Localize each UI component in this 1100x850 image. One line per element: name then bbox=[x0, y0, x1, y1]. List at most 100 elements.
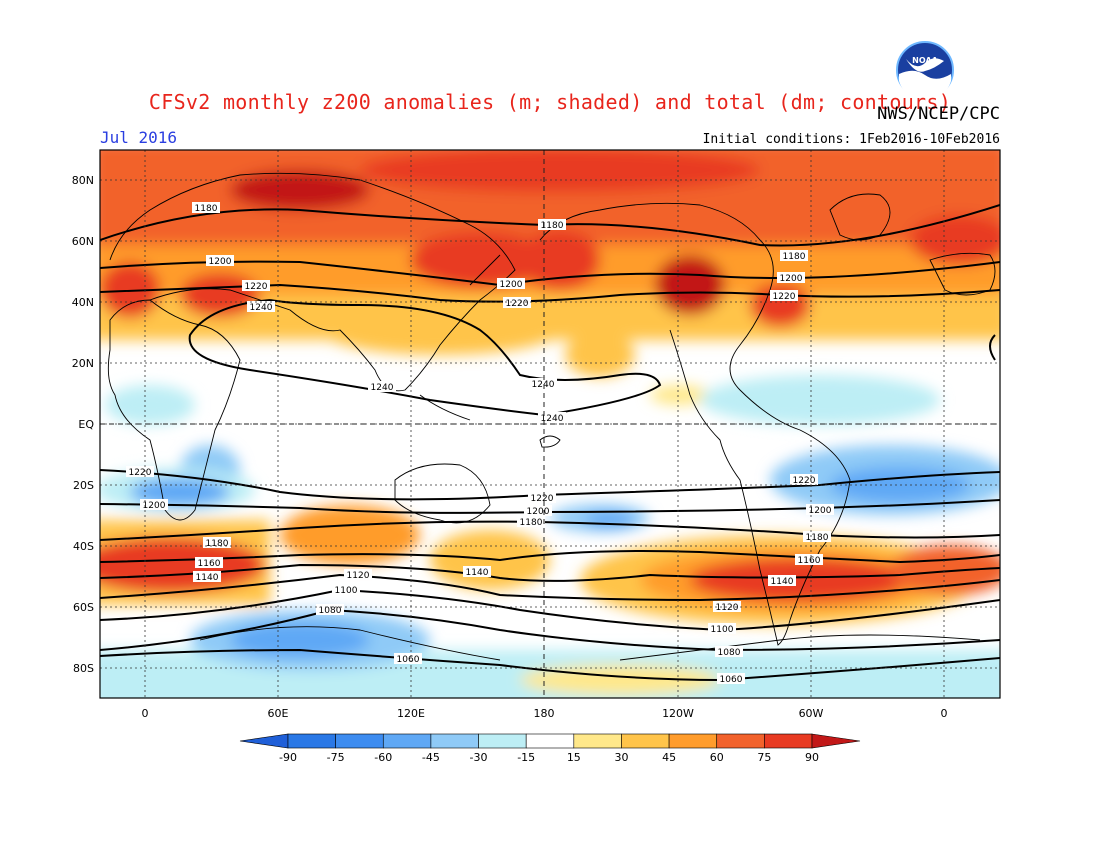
svg-text:1060: 1060 bbox=[720, 675, 743, 685]
chart-title: CFSv2 monthly z200 anomalies (m; shaded)… bbox=[148, 90, 952, 114]
contour-label: 1240 bbox=[368, 381, 396, 393]
svg-text:1180: 1180 bbox=[195, 204, 218, 214]
svg-text:1140: 1140 bbox=[196, 573, 219, 583]
contour-label: 1180 bbox=[538, 219, 566, 231]
colorbar-tick: 60 bbox=[710, 751, 724, 764]
initial-conditions-label: Initial conditions: 1Feb2016-10Feb2016 bbox=[702, 132, 1000, 147]
lat-tick: 60N bbox=[72, 235, 94, 248]
lon-tick: 0 bbox=[142, 707, 149, 720]
svg-text:1220: 1220 bbox=[245, 282, 268, 292]
contour-label: 1160 bbox=[195, 557, 223, 569]
credit-label: NWS/NCEP/CPC bbox=[877, 104, 1000, 124]
colorbar-swatch bbox=[668, 733, 718, 749]
contour-label: 1100 bbox=[332, 584, 360, 596]
svg-text:1200: 1200 bbox=[209, 257, 232, 267]
colorbar-swatch bbox=[525, 733, 575, 749]
contour-label: 1140 bbox=[193, 571, 221, 583]
svg-text:1140: 1140 bbox=[466, 568, 489, 578]
colorbar-arrow-high bbox=[811, 733, 861, 749]
contour-label: 1180 bbox=[203, 537, 231, 549]
svg-text:1180: 1180 bbox=[806, 533, 829, 543]
svg-text:1200: 1200 bbox=[527, 507, 550, 517]
lon-tick: 0 bbox=[941, 707, 948, 720]
contour-label: 1220 bbox=[770, 290, 798, 302]
month-label: Jul 2016 bbox=[100, 128, 178, 147]
svg-text:1180: 1180 bbox=[541, 221, 564, 231]
svg-text:1200: 1200 bbox=[143, 501, 166, 511]
noaa-logo: NOAA bbox=[896, 41, 954, 101]
contour-label: 1180 bbox=[192, 202, 220, 214]
colorbar-tick: 90 bbox=[805, 751, 819, 764]
contour-label: 1180 bbox=[517, 516, 545, 528]
contour-label: 1220 bbox=[503, 297, 531, 309]
svg-text:1220: 1220 bbox=[129, 468, 152, 478]
contour-label: 1080 bbox=[316, 604, 344, 616]
svg-text:1220: 1220 bbox=[531, 494, 554, 504]
colorbar-swatch bbox=[573, 733, 622, 749]
colorbar-swatch bbox=[335, 733, 384, 749]
contour-label: 1120 bbox=[344, 569, 372, 581]
lon-labels: 0 60E 120E 180 120W 60W 0 bbox=[142, 707, 948, 720]
colorbar-swatch bbox=[478, 733, 527, 749]
colorbar-swatch bbox=[382, 733, 432, 749]
svg-text:1200: 1200 bbox=[780, 274, 803, 284]
colorbar-tick: -60 bbox=[374, 751, 392, 764]
svg-text:1200: 1200 bbox=[500, 280, 523, 290]
contour-label: 1220 bbox=[126, 466, 154, 478]
coastlines bbox=[107, 172, 996, 661]
contour-label: 1080 bbox=[715, 646, 743, 658]
svg-text:1160: 1160 bbox=[798, 556, 821, 566]
svg-text:1160: 1160 bbox=[198, 559, 221, 569]
svg-text:1080: 1080 bbox=[718, 648, 741, 658]
lat-labels: 80N 60N 40N 20N EQ 20S 40S 60S 80S bbox=[72, 174, 95, 675]
contour-label: 1160 bbox=[795, 554, 823, 566]
colorbar: -90 -75 -60 -45 -30 -15 15 30 45 60 75 90 bbox=[239, 733, 861, 764]
svg-text:1220: 1220 bbox=[506, 299, 529, 309]
lon-tick: 120W bbox=[662, 707, 694, 720]
contour-label: 1220 bbox=[528, 492, 556, 504]
contour-label: 1200 bbox=[777, 272, 805, 284]
lat-tick: EQ bbox=[78, 418, 94, 431]
contour-label: 1200 bbox=[206, 255, 234, 267]
lon-tick: 60W bbox=[799, 707, 824, 720]
lat-tick: 80N bbox=[72, 174, 94, 187]
contour-label: 1240 bbox=[538, 412, 566, 424]
lat-tick: 60S bbox=[73, 601, 94, 614]
colorbar-swatch bbox=[430, 733, 479, 749]
svg-text:1240: 1240 bbox=[250, 303, 273, 313]
svg-text:1140: 1140 bbox=[771, 577, 794, 587]
lat-tick: 40S bbox=[73, 540, 94, 553]
svg-text:1100: 1100 bbox=[711, 625, 734, 635]
colorbar-tick: -45 bbox=[422, 751, 440, 764]
colorbar-arrow-low bbox=[239, 733, 289, 749]
contour-label: 1200 bbox=[497, 278, 525, 290]
svg-text:1240: 1240 bbox=[532, 380, 555, 390]
lat-tick: 40N bbox=[72, 296, 94, 309]
contour-label: 1100 bbox=[708, 623, 736, 635]
svg-text:1180: 1180 bbox=[520, 518, 543, 528]
svg-text:1180: 1180 bbox=[206, 539, 229, 549]
contour-label: 1120 bbox=[713, 601, 741, 613]
lat-tick: 20S bbox=[73, 479, 94, 492]
contour-label: 1220 bbox=[790, 474, 818, 486]
lon-tick: 180 bbox=[534, 707, 555, 720]
contour-label: 1240 bbox=[529, 378, 557, 390]
colorbar-tick: -90 bbox=[279, 751, 297, 764]
colorbar-tick: 45 bbox=[662, 751, 676, 764]
colorbar-tick: 75 bbox=[757, 751, 771, 764]
contour-labels: 1180 1180 1180 1200 1200 1200 1220 1220 … bbox=[126, 202, 834, 685]
axis-lines bbox=[100, 150, 1000, 698]
svg-text:1220: 1220 bbox=[773, 292, 796, 302]
lon-tick: 60E bbox=[268, 707, 289, 720]
svg-text:1240: 1240 bbox=[541, 414, 564, 424]
lon-tick: 120E bbox=[397, 707, 425, 720]
svg-text:1200: 1200 bbox=[809, 506, 832, 516]
contour-label: 1200 bbox=[140, 499, 168, 511]
contour-label: 1180 bbox=[803, 531, 831, 543]
plot-frame bbox=[99, 149, 1001, 699]
contour-label: 1060 bbox=[394, 653, 422, 665]
svg-text:1060: 1060 bbox=[397, 655, 420, 665]
svg-text:1100: 1100 bbox=[335, 586, 358, 596]
lat-tick: 20N bbox=[72, 357, 94, 370]
